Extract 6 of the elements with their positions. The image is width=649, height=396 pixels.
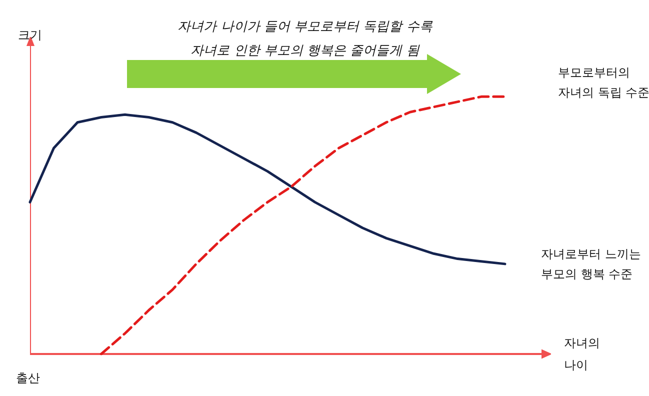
text: 자녀로부터 느끼는 부모의 행복 수준 (541, 246, 641, 281)
text: 출산 (16, 371, 40, 385)
text: 부모로부터의 자녀의 독립 수준 (558, 66, 649, 100)
y-axis-title: 크기 (18, 28, 42, 42)
chart-title: 자녀가 나이가 들어 부모로부터 독립할 수록 자녀로 인한 부모의 행복은 줄어들게 됨 (178, 20, 434, 58)
x-axis-title: 자녀의 나이 (564, 336, 600, 372)
